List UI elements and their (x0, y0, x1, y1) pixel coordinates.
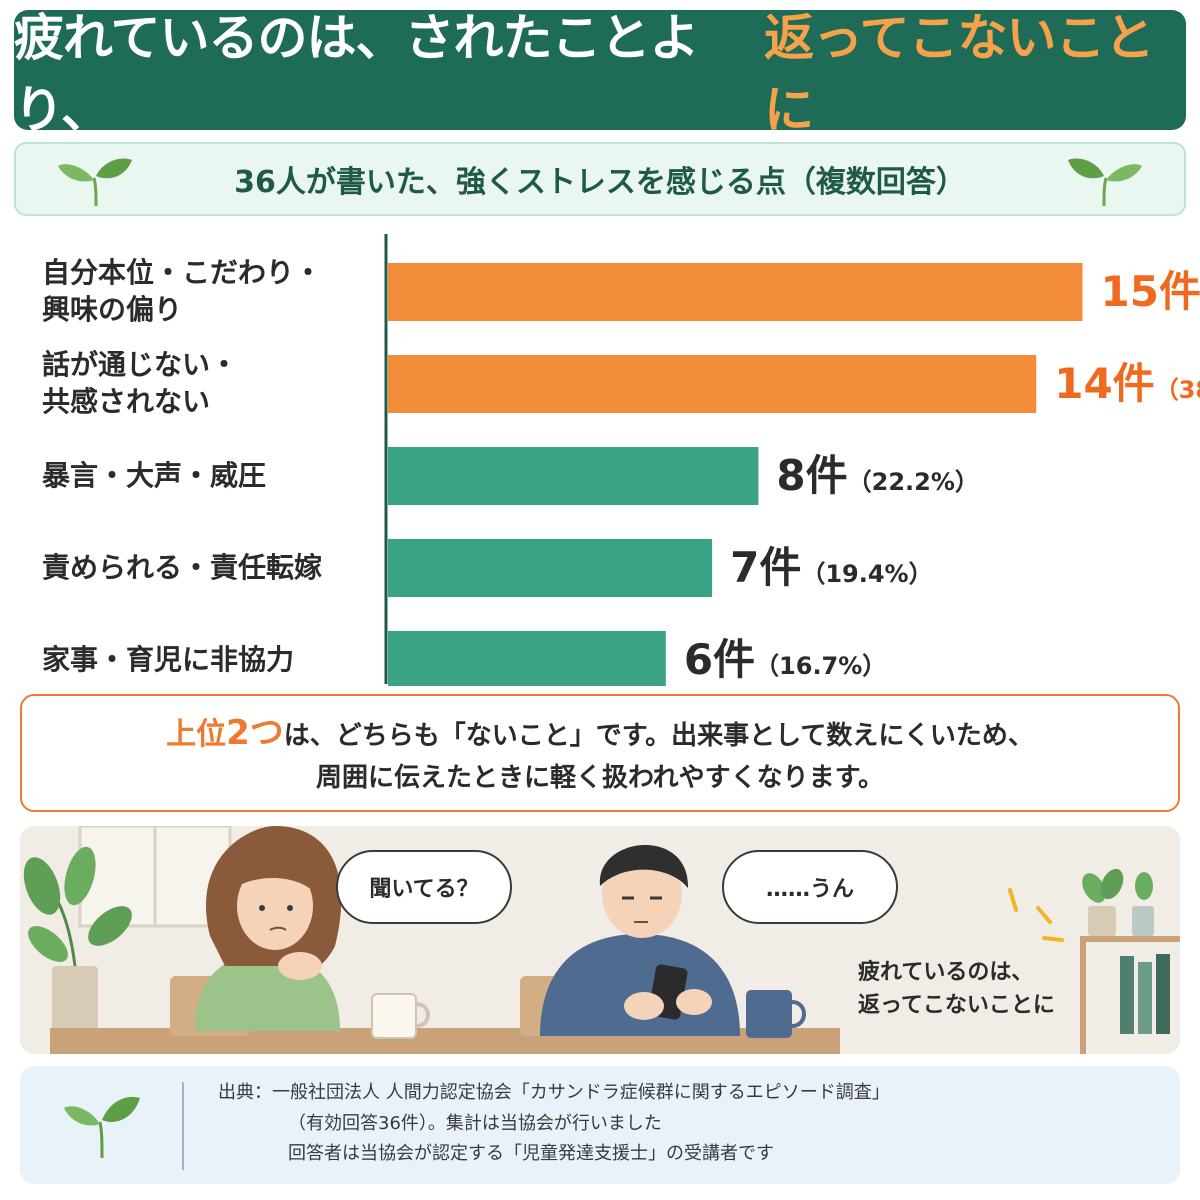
sprout-icon (64, 1096, 140, 1159)
chart-subtitle: 36人が書いた、強くストレスを感じる点（複数回答） (234, 165, 966, 200)
bar-3 (388, 447, 759, 505)
note-highlight: 上位 (166, 717, 227, 752)
data-label-3: 8件（22.2%） (776, 451, 979, 500)
man-figure (540, 844, 740, 1036)
note-text: は、どちらも「ないこと」です。出来事として数えにくいため、 (283, 721, 1034, 751)
couple-illustration (23, 826, 1180, 1054)
category-label-2: 話が通じない・ 共感されない (42, 348, 239, 418)
data-label-5: 6件（16.7%） (684, 635, 887, 684)
plant-icon (23, 846, 132, 1036)
data-label-1: 15件（41.7%） (1101, 267, 1200, 316)
scene-caption: 疲れているのは、 返ってこないことに (858, 956, 1055, 1022)
note-line-2: 周囲に伝えたときに軽く扱われやすくなります。 (315, 763, 885, 793)
category-label-5: 家事・育児に非協力 (42, 642, 295, 676)
title-highlight: 返ってこないことに (764, 9, 1154, 139)
title-main: 疲れているのは、されたことより、 (14, 9, 700, 139)
note-highlight-number: 2つ (226, 713, 284, 753)
source-text: 出典：一般社団法人 人間力認定協会「カサンドラ症候群に関するエピソード調査」 （… (218, 1078, 890, 1170)
sprout-icon (1068, 158, 1142, 207)
category-label-1: 自分本位・こだわり・ 興味の偏り (42, 256, 323, 326)
bar-chart: 自分本位・こだわり・ 興味の偏り 話が通じない・ 共感されない暴言・大声・威圧責められ… (0, 226, 1200, 686)
note-line-1: 上位2つは、どちらも「ないこと」です。出来事として数えにくいため、 (166, 708, 1034, 759)
source-line-1: 出典：一般社団法人 人間力認定協会「カサンドラ症候群に関するエピソード調査」 (218, 1082, 890, 1103)
bar-chart-svg: 15件（41.7%） 14件（38.9%） 8件（22.2%） 7件（19.4%） 6件… (384, 234, 1200, 686)
source-divider (182, 1082, 184, 1170)
source-line-3: 回答者は当協会が認定する「児童発達支援士」の受講者です (288, 1143, 774, 1165)
data-label-4: 7件（19.4%） (730, 543, 933, 592)
bar-4 (388, 539, 713, 597)
woman-figure (195, 826, 342, 1031)
scene-caption-line-2: 返ってこないことに (858, 993, 1055, 1018)
speech-bubble-woman: 聞いてる？ (336, 850, 512, 924)
category-label-4: 責められる・責任転嫁 (42, 550, 323, 584)
speech-text-man: ……うん (765, 877, 854, 902)
bar-2 (388, 355, 1037, 413)
sprout-icon (58, 158, 132, 207)
category-label-3: 暴言・大声・威圧 (42, 458, 267, 492)
source-line-2: （有効回答36件）。集計は当協会が行いました (288, 1112, 662, 1134)
data-label-2: 14件（38.9%） (1054, 359, 1200, 408)
insight-note: 上位2つは、どちらも「ないこと」です。出来事として数えにくいため、 周囲に伝えた… (20, 694, 1180, 812)
speech-bubble-man: ……うん (722, 850, 898, 924)
scene-caption-line-1: 疲れているのは、 (858, 960, 1034, 985)
source-box: 出典：一般社団法人 人間力認定協会「カサンドラ症候群に関するエピソード調査」 （… (20, 1066, 1180, 1184)
speech-text-woman: 聞いてる？ (369, 877, 479, 902)
shelf-icon (1080, 868, 1180, 1054)
title-banner: 疲れているのは、されたことより、 返ってこないことに (14, 9, 1186, 139)
chart-subtitle-box: 36人が書いた、強くストレスを感じる点（複数回答） (14, 142, 1186, 216)
mug-icon (746, 990, 806, 1038)
emphasis-lines-icon (1008, 888, 1064, 942)
illustration-scene: 聞いてる？ ……うん 疲れているのは、 返ってこないことに (20, 826, 1180, 1054)
bar-1 (388, 263, 1083, 321)
mug-icon (371, 993, 430, 1039)
bar-5 (388, 631, 666, 686)
